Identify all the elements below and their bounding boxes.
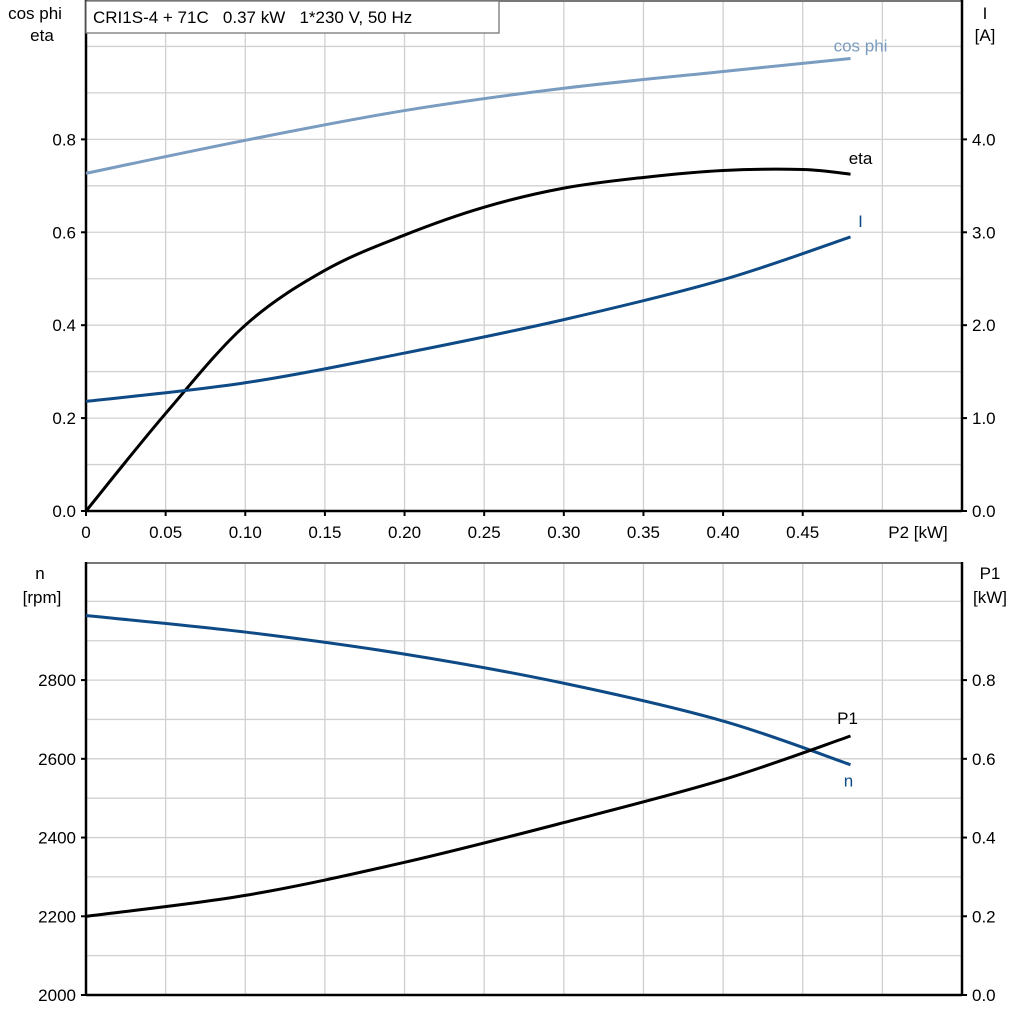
left-tick-label: 0.6 <box>52 223 76 242</box>
eta-curve <box>84 167 851 512</box>
p1-curve <box>85 734 851 918</box>
right-tick-label: 3.0 <box>972 223 996 242</box>
right-tick-label: 0.8 <box>972 671 996 690</box>
left-tick-label: 0.2 <box>52 409 76 428</box>
left-tick-label: 2200 <box>38 907 76 926</box>
bottom-left-ylabel-2: [rpm] <box>23 588 62 607</box>
left-tick-label: 0.0 <box>52 502 76 521</box>
right-tick-label: 2.0 <box>972 316 996 335</box>
n-series-label: n <box>844 772 853 791</box>
right-tick-label: 0.0 <box>972 502 996 521</box>
x-tick-label: 0.45 <box>786 523 819 542</box>
left-tick-label: 2000 <box>38 986 76 1005</box>
right-tick-label: 0.2 <box>972 907 996 926</box>
x-axis-label: P2 [kW] <box>888 523 948 542</box>
right-tick-label: 0.6 <box>972 750 996 769</box>
cos-phi-curve <box>85 57 851 175</box>
x-tick-label: 0.05 <box>149 523 182 542</box>
x-tick-label: 0.15 <box>308 523 341 542</box>
cos-phi-series-label: cos phi <box>834 37 888 56</box>
x-tick-label: 0 <box>81 523 90 542</box>
left-tick-label: 0.4 <box>52 316 76 335</box>
x-tick-label: 0.40 <box>707 523 740 542</box>
bottom-right-ylabel-2: [kW] <box>973 588 1007 607</box>
bottom-left-ylabel-1: n <box>35 564 44 583</box>
x-tick-label: 0.30 <box>547 523 580 542</box>
top-right-ylabel-1: I <box>983 4 988 23</box>
x-tick-label: 0.10 <box>229 523 262 542</box>
n-curve <box>85 614 851 767</box>
chart-title: CRI1S-4 + 71C 0.37 kW 1*230 V, 50 Hz <box>93 8 412 27</box>
i-series-label: I <box>858 212 863 231</box>
x-tick-label: 0.25 <box>468 523 501 542</box>
bottom-right-ylabel-1: P1 <box>980 564 1001 583</box>
left-tick-label: 0.8 <box>52 130 76 149</box>
right-tick-label: 0.0 <box>972 986 996 1005</box>
curves <box>84 57 851 918</box>
right-tick-label: 4.0 <box>972 130 996 149</box>
eta-series-label: eta <box>849 149 873 168</box>
right-tick-label: 0.4 <box>972 829 996 848</box>
x-tick-label: 0.20 <box>388 523 421 542</box>
top-left-ylabel-1: cos phi <box>8 4 62 23</box>
top-chart-grid <box>84 0 964 513</box>
x-tick-label: 0.35 <box>627 523 660 542</box>
labels: 0.0 0.2 0.4 0.6 0.8 0.0 1.0 2.0 3.0 4.0 0 0.05 0.10 0… <box>38 37 995 1005</box>
right-tick-label: 1.0 <box>972 409 996 428</box>
title-box <box>85 0 500 34</box>
left-tick-label: 2400 <box>38 829 76 848</box>
i-curve <box>85 235 851 403</box>
bottom-chart-grid <box>84 562 964 997</box>
top-left-ylabel-2: eta <box>30 26 54 45</box>
left-tick-label: 2600 <box>38 750 76 769</box>
p1-series-label: P1 <box>837 709 858 728</box>
top-right-ylabel-2: [A] <box>975 26 996 45</box>
left-tick-label: 2800 <box>38 671 76 690</box>
